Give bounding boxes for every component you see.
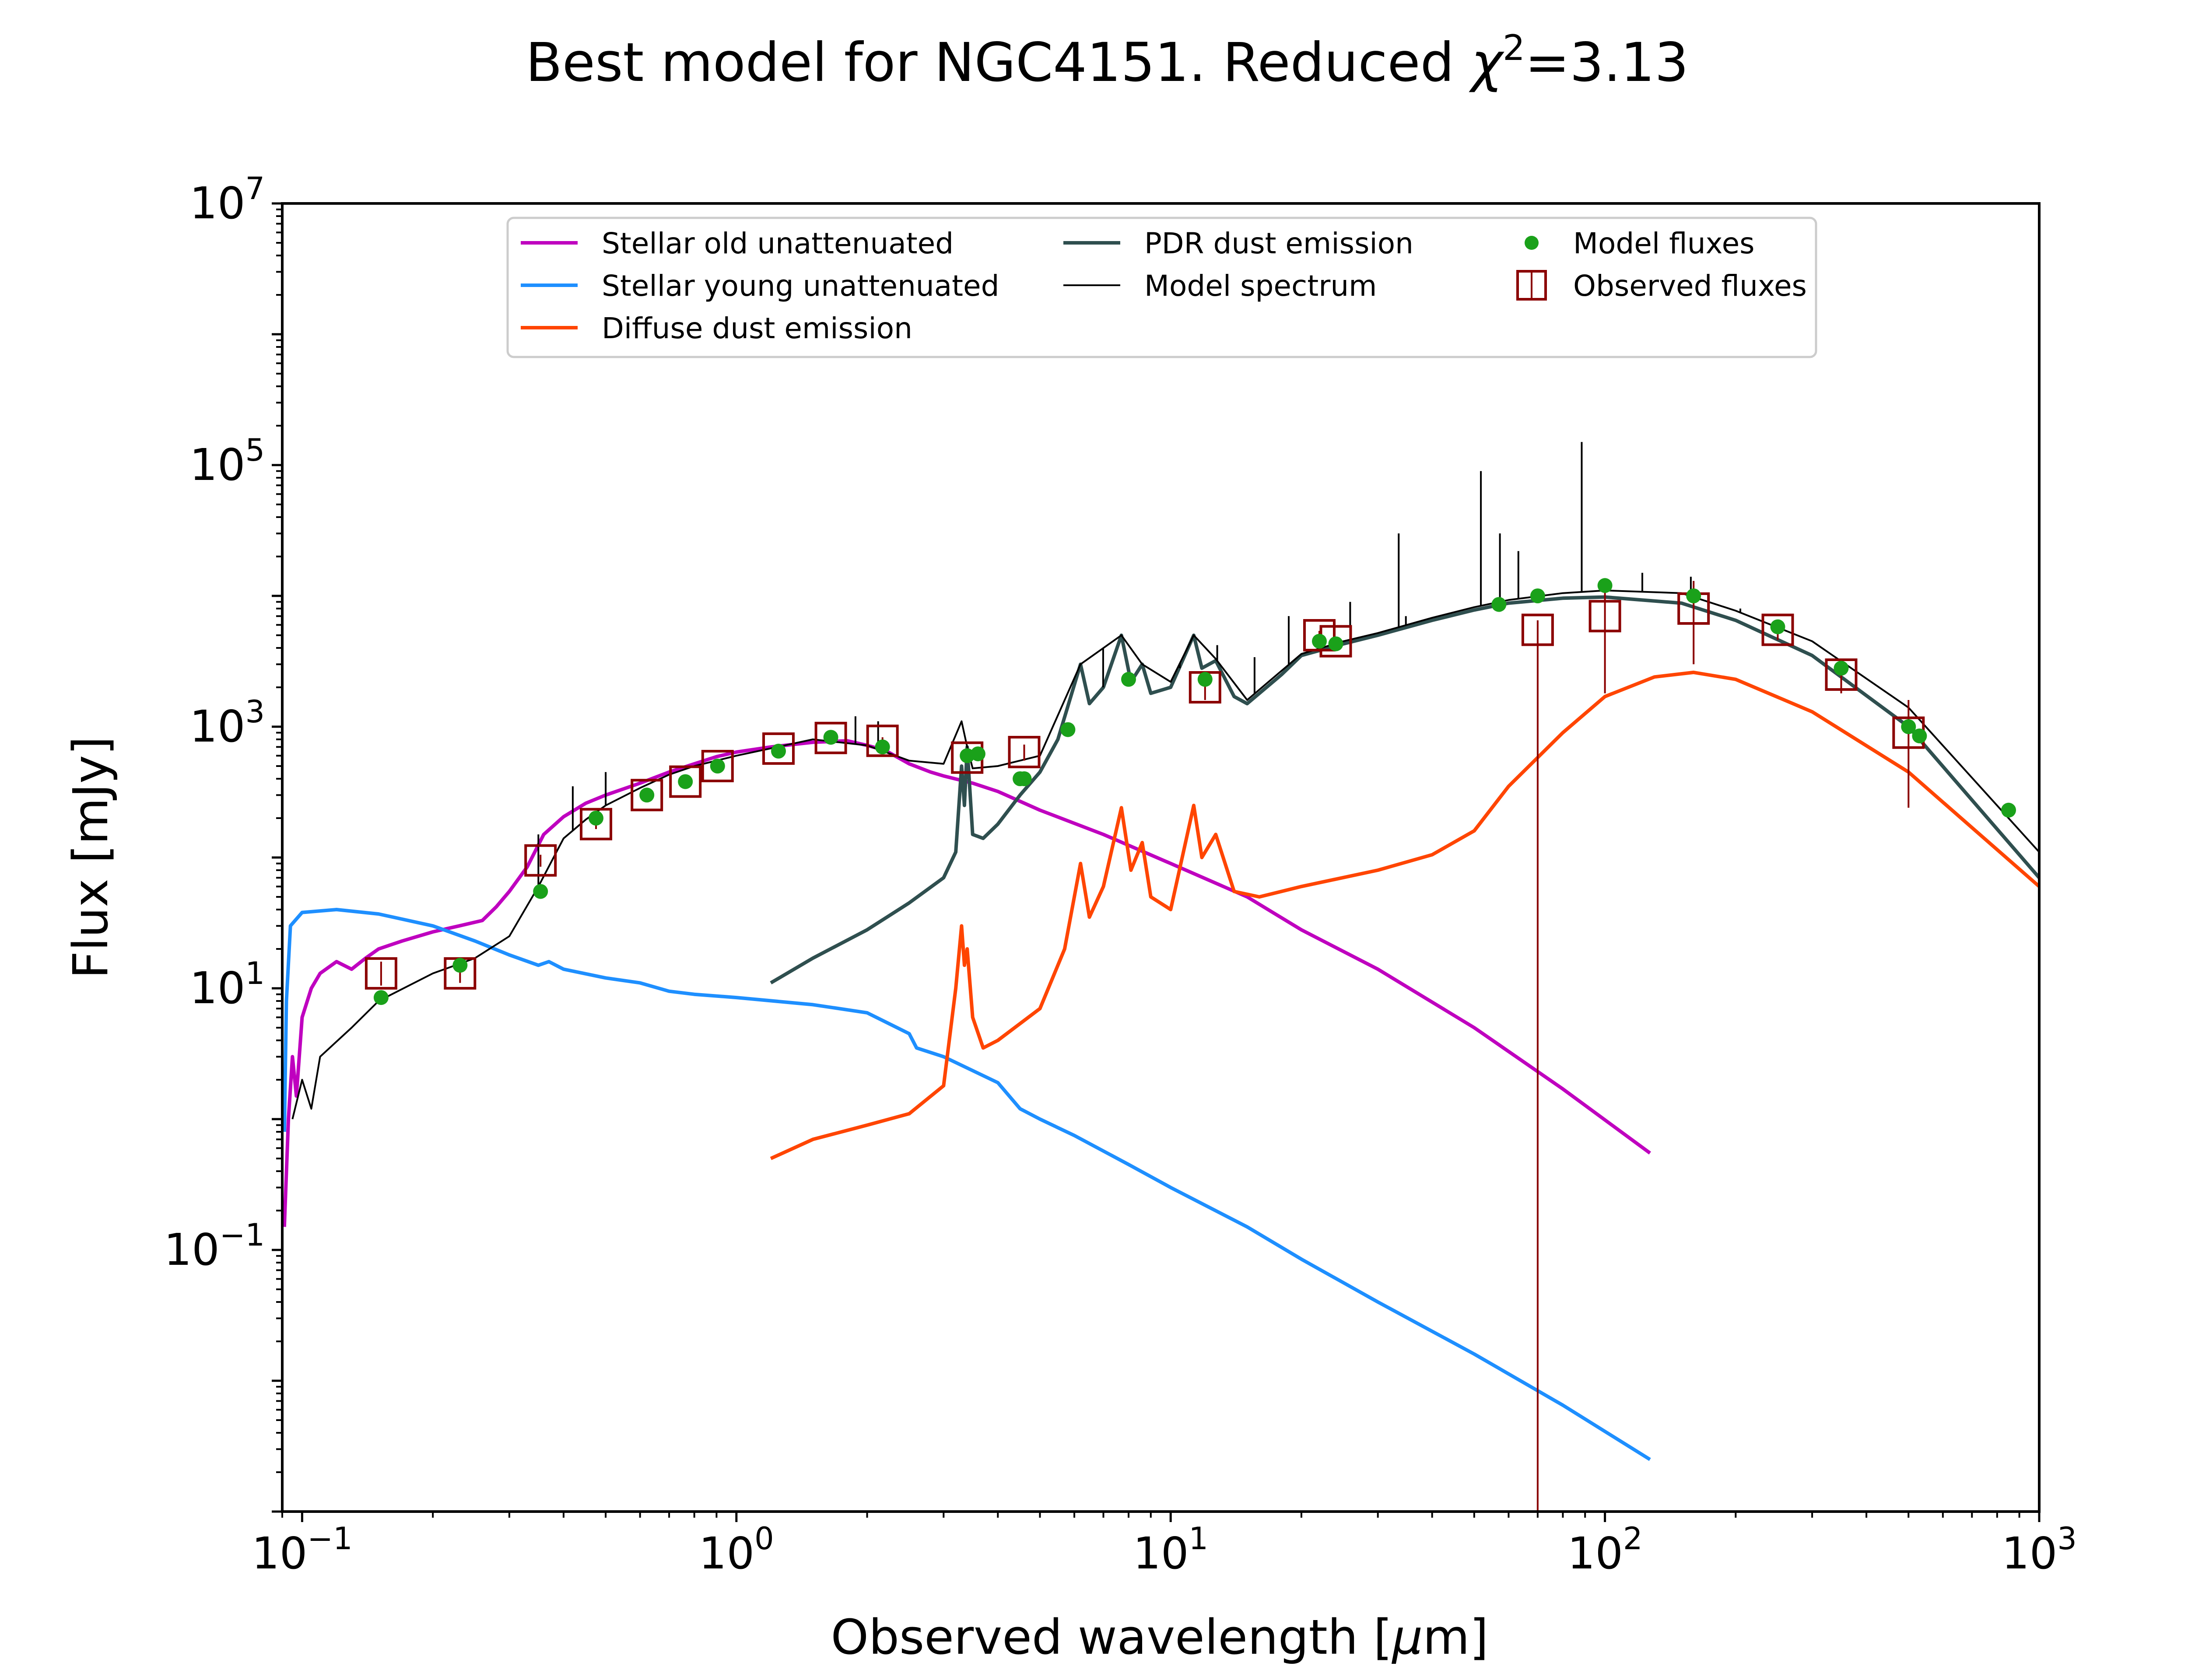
observed-flux-marker: [524, 844, 557, 877]
observed-flux-marker: [1303, 619, 1336, 651]
legend-label: Stellar young unattenuated: [602, 269, 999, 303]
model-flux-point: [452, 958, 468, 973]
legend-item-model: Model spectrum: [1063, 269, 1377, 303]
model-flux-point: [2001, 802, 2016, 818]
model-flux-point: [678, 774, 693, 789]
y-tick-label: 103: [189, 694, 265, 752]
observed-flux-marker: [701, 750, 734, 782]
model-flux-point: [1597, 578, 1613, 593]
observed-flux-marker: [631, 779, 663, 812]
series-layer: [282, 442, 2039, 1461]
chart-title: Best model for NGC4151. Reduced χ2=3.13: [526, 28, 1689, 94]
observed-flux-marker: [1588, 600, 1621, 633]
model-flux-point: [875, 739, 890, 755]
x-axis-label: Observed wavelength [μm]: [831, 1609, 1489, 1665]
model-flux-point: [1901, 719, 1916, 734]
legend-item-diffuse: Diffuse dust emission: [521, 312, 912, 345]
series-line-young: [282, 908, 1651, 1461]
legend-label: Model fluxes: [1573, 227, 1755, 260]
model-flux-point: [710, 759, 725, 774]
observed-flux-marker: [1008, 736, 1041, 768]
model-flux-point: [1060, 722, 1076, 737]
legend-label: Model spectrum: [1144, 269, 1377, 303]
series-line-diffuse: [770, 670, 2039, 1160]
legend: Stellar old unattenuated Stellar young un…: [506, 217, 1817, 358]
legend-item-old: Stellar old unattenuated: [521, 227, 954, 260]
y-axis-label: Flux [mJy]: [63, 736, 119, 979]
model-flux-point: [771, 743, 786, 759]
observed-flux-marker: [365, 957, 397, 990]
y-tick-label: 107: [189, 171, 265, 229]
observed-flux-marker: [814, 721, 847, 754]
observed-flux-marker: [1825, 658, 1858, 691]
observed-flux-marker: [762, 732, 795, 765]
model-flux-point: [639, 788, 655, 803]
x-tick-label: 102: [1567, 1521, 1643, 1579]
model-flux-point: [1017, 771, 1032, 786]
model-flux-point: [1121, 672, 1136, 687]
x-tick-label: 10−1: [252, 1521, 352, 1579]
model-flux-point: [373, 990, 389, 1005]
observed-flux-marker: [866, 724, 899, 757]
model-flux-point: [970, 746, 985, 762]
model-flux-point: [1686, 588, 1701, 603]
model-flux-point: [1328, 636, 1343, 651]
model-flux-point: [1834, 661, 1849, 676]
legend-label: PDR dust emission: [1144, 227, 1413, 260]
legend-label: Stellar old unattenuated: [602, 227, 954, 260]
observed-flux-marker: [1521, 613, 1554, 646]
legend-item-model_fluxes: Model fluxes: [1525, 227, 1755, 260]
legend-swatch: [1525, 236, 1539, 250]
legend-item-observed: Observed fluxes: [1516, 269, 1807, 303]
legend-swatch: [1516, 270, 1547, 301]
model-flux-point: [1312, 634, 1327, 649]
markers-layer: [365, 578, 2016, 1512]
y-axis: 10−1 101 103 105 107: [164, 171, 282, 1513]
model-flux-point: [1912, 728, 1927, 744]
model-flux-point: [533, 884, 548, 899]
x-tick-label: 101: [1133, 1521, 1208, 1579]
x-tick-label: 100: [699, 1521, 774, 1579]
y-tick-label: 101: [189, 956, 265, 1014]
series-line-pdr: [770, 595, 2039, 985]
model-flux-point: [1770, 619, 1785, 634]
legend-item-young: Stellar young unattenuated: [521, 269, 999, 303]
model-flux-point: [1491, 597, 1507, 612]
model-flux-point: [1197, 672, 1213, 687]
x-axis: 10−1 100 101 102 103: [252, 1512, 2077, 1579]
legend-box: [506, 217, 1817, 358]
observed-flux-marker: [669, 765, 702, 798]
observed-flux-marker: [1761, 613, 1794, 646]
model-flux-point: [589, 811, 603, 826]
x-tick-label: 103: [2002, 1521, 2077, 1579]
series-line-old: [282, 739, 1651, 1227]
legend-item-pdr: PDR dust emission: [1063, 227, 1413, 260]
model-flux-point: [823, 730, 838, 745]
observed-flux-marker: [580, 808, 612, 840]
y-tick-label: 105: [189, 432, 265, 490]
legend-label: Diffuse dust emission: [602, 312, 912, 345]
y-tick-label: 10−1: [164, 1217, 265, 1275]
model-flux-point: [1530, 588, 1545, 603]
legend-label: Observed fluxes: [1573, 269, 1807, 303]
